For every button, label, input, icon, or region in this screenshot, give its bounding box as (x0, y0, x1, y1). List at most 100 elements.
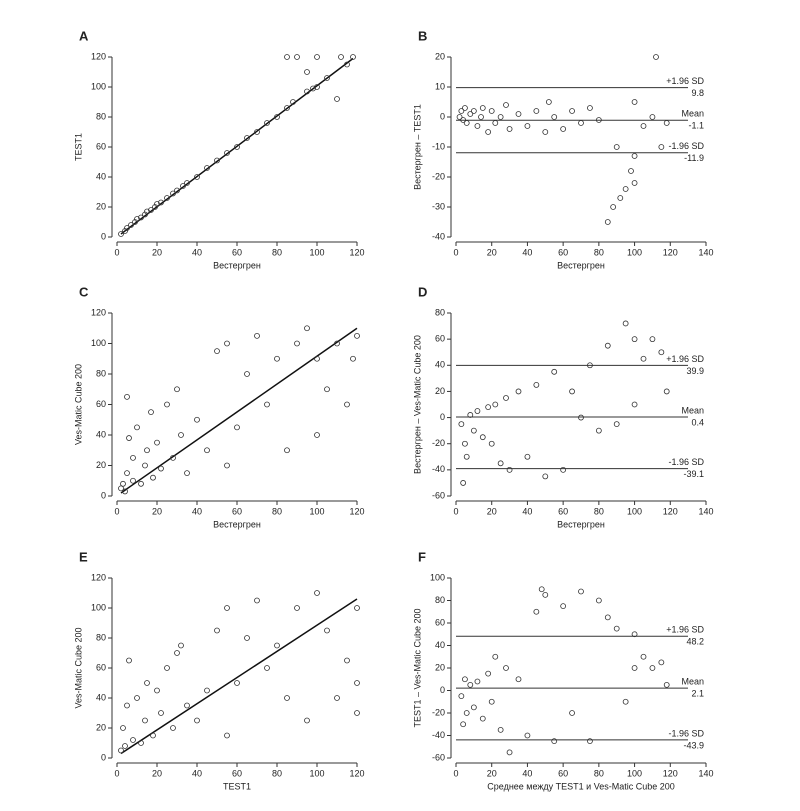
point (515, 676, 522, 683)
point (130, 454, 136, 461)
point (204, 447, 210, 454)
point (194, 717, 200, 724)
point (154, 687, 160, 694)
y-tick-label: 20 (96, 460, 106, 470)
y-axis-label: Вестергрен – Ves-Matic Cube 200 (412, 335, 422, 474)
point (178, 642, 184, 649)
point (604, 219, 611, 225)
point (254, 332, 260, 339)
reference-value: -1.1 (688, 121, 704, 131)
point (304, 88, 310, 95)
point (244, 371, 250, 377)
panel-letter: C (79, 284, 89, 299)
x-tick-label: 40 (522, 506, 532, 516)
y-tick-label: 60 (96, 662, 106, 672)
point (150, 474, 156, 481)
x-tick-label: 0 (453, 768, 458, 778)
point (631, 99, 638, 105)
point (184, 702, 190, 709)
point (524, 453, 531, 460)
y-tick-label: 80 (435, 307, 445, 317)
point (587, 105, 593, 111)
point (314, 432, 320, 438)
point (462, 105, 468, 111)
fit-line (120, 598, 358, 755)
reference-value: 48.2 (686, 637, 704, 647)
point (462, 676, 468, 683)
point (158, 710, 164, 716)
point (304, 325, 310, 332)
y-tick-label: 10 (435, 81, 445, 91)
point (460, 480, 467, 486)
point (479, 715, 486, 722)
point (334, 96, 340, 102)
point (569, 388, 575, 395)
point (474, 123, 481, 129)
y-tick-label: -40 (432, 231, 445, 241)
point (497, 114, 504, 120)
point (152, 204, 158, 210)
point (234, 144, 240, 150)
x-tick-label: 40 (522, 768, 532, 778)
point (122, 488, 128, 495)
point (463, 453, 470, 460)
point (134, 424, 140, 431)
point (354, 332, 360, 339)
x-tick-label: 120 (663, 506, 678, 516)
point (604, 614, 611, 621)
point (470, 108, 477, 114)
x-tick-label: 80 (272, 506, 282, 516)
point (194, 174, 200, 180)
point (314, 590, 320, 596)
point (118, 747, 124, 754)
x-tick-label: 100 (309, 506, 324, 516)
point (122, 743, 128, 749)
y-tick-label: 60 (435, 334, 445, 344)
y-tick-label: 20 (96, 722, 106, 732)
point (551, 114, 558, 120)
point (170, 454, 176, 461)
reference-value: -11.9 (684, 153, 704, 163)
point (164, 401, 170, 408)
point (467, 111, 474, 117)
x-tick-label: 140 (698, 768, 713, 778)
x-tick-label: 60 (232, 768, 242, 778)
x-tick-label: 120 (349, 506, 364, 516)
point (474, 678, 481, 685)
point (154, 439, 160, 446)
point (344, 61, 350, 68)
point (214, 157, 220, 164)
point (184, 180, 190, 186)
point (663, 681, 670, 688)
x-tick-label: 100 (627, 768, 642, 778)
point (569, 710, 575, 716)
point (158, 465, 164, 472)
point (631, 180, 638, 186)
point (178, 432, 184, 438)
panel-letter: F (418, 549, 426, 564)
point (604, 342, 611, 349)
point (126, 657, 132, 664)
point (533, 381, 540, 388)
y-tick-label: 60 (96, 141, 106, 151)
point (170, 190, 176, 197)
point (485, 670, 492, 677)
point (492, 653, 499, 660)
point (658, 659, 665, 666)
point (631, 153, 638, 159)
point (613, 144, 620, 150)
point (224, 150, 230, 156)
y-tick-label: 100 (91, 338, 106, 348)
point (324, 75, 330, 81)
reference-label: -1.96 SD (668, 457, 704, 467)
y-tick-label: 0 (101, 490, 106, 500)
point (150, 732, 156, 739)
point (595, 427, 602, 434)
y-tick-label: 60 (435, 617, 445, 627)
point (640, 123, 647, 129)
reference-value: 39.9 (686, 366, 704, 376)
panel-letter: E (79, 549, 88, 564)
point (234, 680, 240, 686)
point (274, 114, 280, 120)
